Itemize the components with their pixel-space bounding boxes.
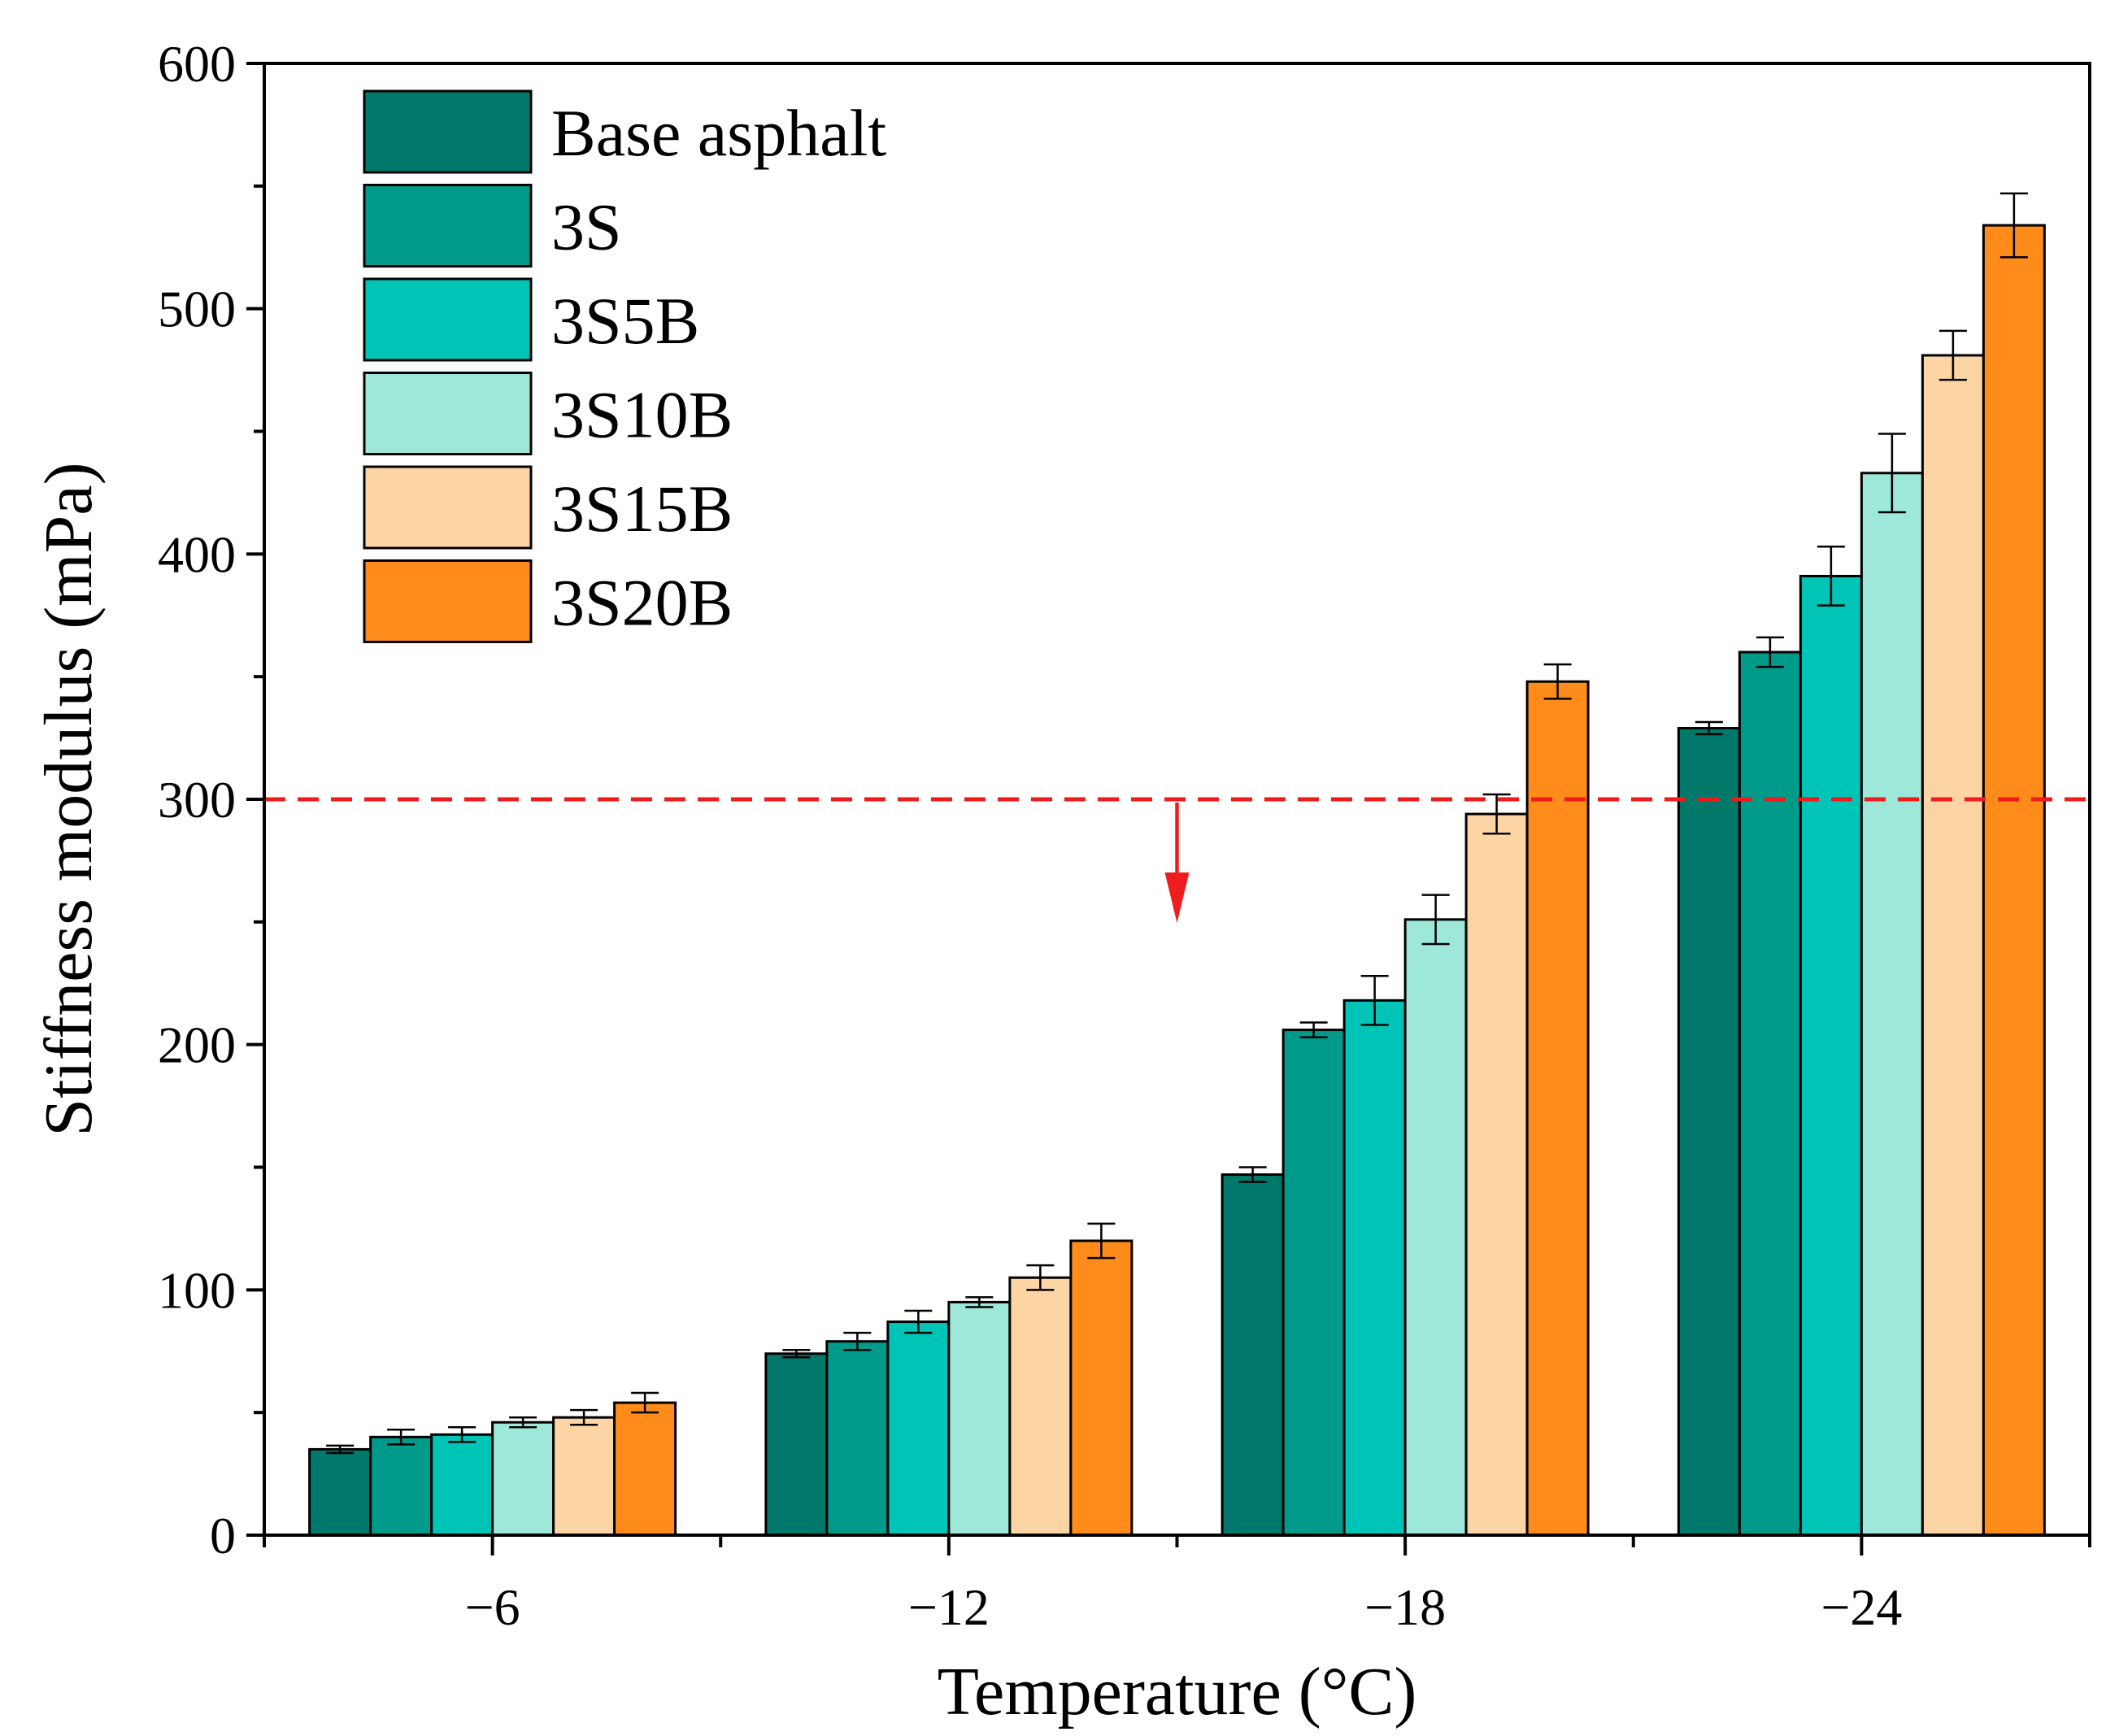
bar [1464, 812, 1529, 1537]
legend-label: 3S20B [551, 566, 733, 640]
y-tick-label: 600 [158, 35, 236, 93]
frame-layer: 0 100 200 300 400 500 600 −6 −12 −18 −24 [158, 35, 2091, 1636]
legend: Base asphalt 3S 3S5B 3S10B 3S15B 3S20B [363, 89, 886, 643]
y-tick-label: 500 [158, 281, 236, 338]
x-tick-label: −6 [465, 1578, 520, 1636]
bar [1982, 224, 2046, 1537]
legend-swatch [363, 184, 533, 268]
bar [1008, 1276, 1073, 1537]
bar [1525, 680, 1590, 1537]
bar [1069, 1239, 1133, 1537]
y-axis-title: Stiffness modulus (mPa) [31, 462, 107, 1136]
bar [430, 1433, 494, 1537]
y-tick-label: 400 [158, 525, 236, 583]
bars-layer [308, 192, 2046, 1537]
bar [825, 1340, 890, 1537]
x-tick-label: −18 [1364, 1578, 1446, 1636]
x-tick-label: −12 [908, 1578, 990, 1636]
bar [613, 1401, 677, 1537]
bar [1738, 650, 1802, 1537]
x-axis-title: Temperature (°C) [938, 1654, 1417, 1729]
legend-label: 3S [551, 190, 622, 264]
legend-swatch [363, 559, 533, 643]
legend-label: Base asphalt [551, 96, 886, 170]
y-tick-label: 0 [210, 1507, 236, 1564]
bar [1799, 574, 1863, 1537]
bar [1342, 999, 1407, 1537]
legend-swatch [363, 277, 533, 362]
bar [1677, 727, 1741, 1537]
bar [552, 1416, 616, 1537]
bar [1221, 1173, 1285, 1537]
bar [1860, 472, 1924, 1537]
bar [369, 1435, 433, 1537]
down-arrow-head [1164, 872, 1190, 923]
legend-swatch [363, 89, 533, 174]
legend-swatch [363, 465, 533, 550]
bar [308, 1447, 372, 1537]
legend-label: 3S5B [551, 284, 699, 358]
y-tick-label: 300 [158, 771, 236, 829]
bar [1921, 354, 1985, 1537]
legend-label: 3S15B [551, 472, 733, 546]
bar [491, 1421, 555, 1537]
bar [1403, 918, 1468, 1537]
bar [1281, 1029, 1346, 1537]
y-tick-label: 200 [158, 1016, 236, 1074]
reference-layer [264, 797, 2090, 923]
bar [886, 1320, 951, 1537]
y-tick-label: 100 [158, 1261, 236, 1319]
x-tick-label: −24 [1821, 1578, 1902, 1636]
legend-label: 3S10B [551, 378, 733, 452]
legend-swatch [363, 372, 533, 455]
bar [947, 1300, 1012, 1537]
bar [764, 1352, 829, 1537]
